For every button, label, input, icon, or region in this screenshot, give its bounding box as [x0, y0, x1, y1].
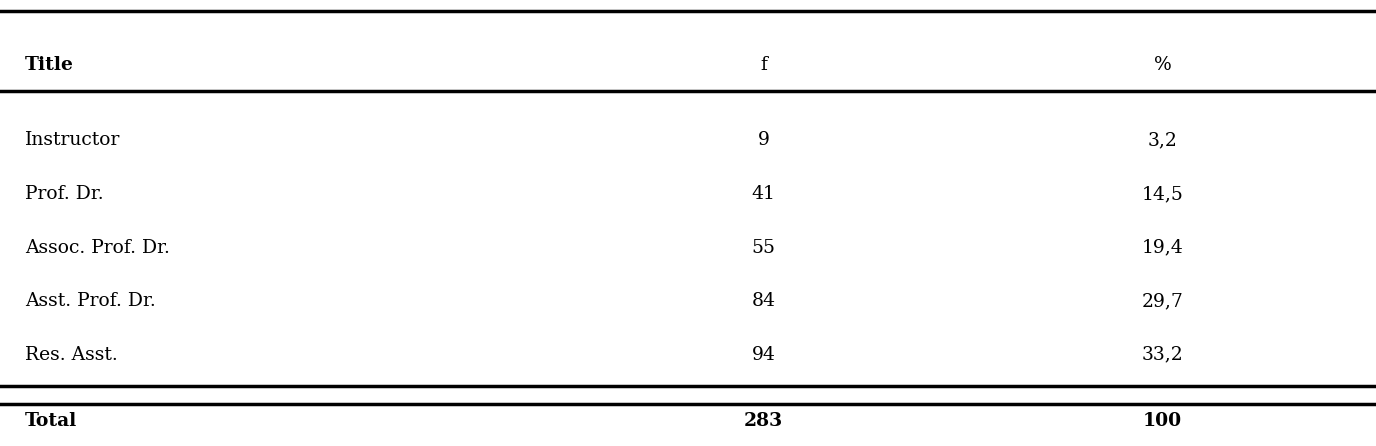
Text: 3,2: 3,2 — [1148, 132, 1178, 149]
Text: Total: Total — [25, 413, 77, 430]
Text: Instructor: Instructor — [25, 132, 120, 149]
Text: %: % — [1154, 56, 1171, 74]
Text: Res. Asst.: Res. Asst. — [25, 346, 117, 363]
Text: 14,5: 14,5 — [1142, 185, 1183, 203]
Text: 41: 41 — [751, 185, 776, 203]
Text: 19,4: 19,4 — [1142, 239, 1183, 256]
Text: f: f — [761, 56, 766, 74]
Text: Title: Title — [25, 56, 74, 74]
Text: 84: 84 — [751, 292, 776, 310]
Text: Asst. Prof. Dr.: Asst. Prof. Dr. — [25, 292, 155, 310]
Text: Assoc. Prof. Dr.: Assoc. Prof. Dr. — [25, 239, 169, 256]
Text: 29,7: 29,7 — [1142, 292, 1183, 310]
Text: 9: 9 — [758, 132, 769, 149]
Text: 283: 283 — [744, 413, 783, 430]
Text: 94: 94 — [751, 346, 776, 363]
Text: 33,2: 33,2 — [1142, 346, 1183, 363]
Text: 100: 100 — [1143, 413, 1182, 430]
Text: 55: 55 — [751, 239, 776, 256]
Text: Prof. Dr.: Prof. Dr. — [25, 185, 103, 203]
